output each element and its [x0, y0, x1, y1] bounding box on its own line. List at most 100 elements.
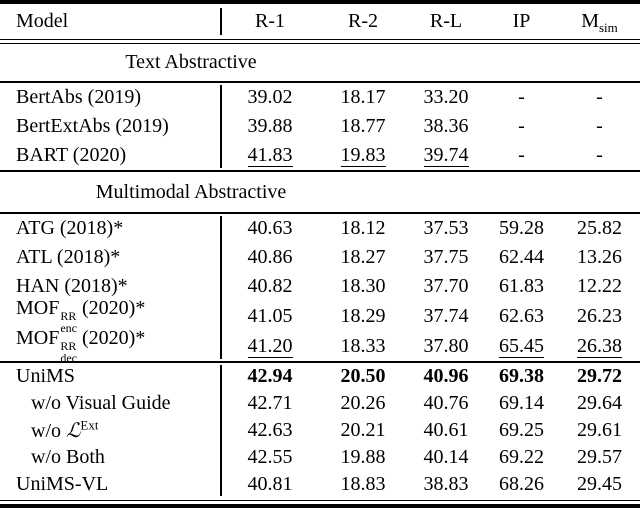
- r2-value: 19.83: [340, 144, 386, 167]
- header-model: Model: [16, 10, 69, 32]
- rl-value: 37.75: [423, 246, 469, 268]
- script-l-symbol: ℒ: [66, 418, 81, 442]
- table-row-wo-both: w/o Both 42.55 19.88 40.14 69.22 29.57: [0, 444, 640, 471]
- model-superscript: Ext: [80, 417, 99, 433]
- table-row-bertabs: BertAbs (2019) 39.02 18.17 33.20 - -: [0, 83, 640, 112]
- r1-value: 41.05: [247, 304, 293, 327]
- model-name: UniMS: [16, 365, 75, 387]
- ip-value: 62.44: [499, 246, 544, 268]
- ip-value: 59.28: [499, 217, 544, 239]
- model-name: MOF RR dec (2020)*: [0, 327, 222, 365]
- table-row-wo-ext-loss: w/o ℒExt 42.63 20.21 40.61 69.25 29.61: [0, 417, 640, 444]
- model-name: HAN (2018)*: [16, 275, 128, 297]
- model-rest: (2020)*: [77, 297, 146, 320]
- model-name: w/o Both: [31, 446, 105, 468]
- model-subscript: enc: [60, 321, 78, 336]
- r2-value: 18.77: [340, 115, 386, 137]
- table-row-unims-vl: UniMS-VL 40.81 18.83 38.83 68.26 29.45: [0, 471, 640, 498]
- section-rule: [0, 81, 640, 83]
- ip-value: 69.22: [499, 446, 544, 468]
- header-r1: R-1: [255, 10, 285, 32]
- r1-value: 40.82: [247, 275, 293, 297]
- ip-value: -: [518, 144, 525, 166]
- r1-value: 40.63: [247, 217, 293, 239]
- rl-value: 37.70: [423, 275, 469, 297]
- msim-value: -: [596, 86, 603, 108]
- msim-value: 29.72: [577, 365, 622, 387]
- model-name: UniMS-VL: [16, 473, 109, 495]
- table-header-row: Model R-1 R-2 R-L IP Msim: [0, 4, 640, 39]
- r1-value: 41.83: [247, 144, 293, 167]
- ip-value: 62.63: [499, 304, 544, 327]
- ip-value: 61.83: [499, 275, 544, 297]
- column-divider: [220, 8, 222, 35]
- rl-value: 39.74: [423, 144, 469, 167]
- msim-value: 29.45: [577, 473, 622, 495]
- model-name: BertExtAbs (2019): [16, 115, 169, 137]
- text-abstractive-rows: BertAbs (2019) 39.02 18.17 33.20 - - Ber…: [0, 83, 640, 170]
- r2-value: 20.21: [340, 419, 386, 441]
- r1-value: 39.88: [247, 115, 293, 137]
- rl-value: 38.36: [423, 115, 469, 137]
- msim-value: 13.26: [577, 246, 622, 268]
- model-name: BART (2020): [16, 144, 127, 166]
- table-row-atl: ATL (2018)* 40.86 18.27 37.75 62.44 13.2…: [0, 243, 640, 272]
- r1-value: 42.55: [247, 446, 293, 468]
- r1-value: 41.20: [247, 334, 293, 358]
- multimodal-abstractive-rows: ATG (2018)* 40.63 18.12 37.53 59.28 25.8…: [0, 214, 640, 364]
- table-top-rule: [0, 0, 640, 4]
- model-rest: (2020)*: [77, 327, 146, 350]
- r1-value: 40.86: [247, 246, 293, 268]
- section-title: Multimodal Abstractive: [95, 180, 287, 203]
- section-rule: [0, 361, 640, 363]
- column-divider: [220, 85, 222, 168]
- table-row-mof-dec: MOF RR dec (2020)* 41.20 18.33 37.80 65.45…: [0, 327, 640, 364]
- table-row-wo-visual-guide: w/o Visual Guide 42.71 20.26 40.76 69.14…: [0, 390, 640, 417]
- msim-value: 26.38: [577, 334, 622, 358]
- column-divider: [220, 216, 222, 359]
- ip-value: 69.25: [499, 419, 544, 441]
- r2-value: 18.83: [340, 473, 386, 495]
- model-name: w/o ℒExt: [0, 418, 222, 443]
- model-superscript: RR: [60, 338, 77, 353]
- model-base: MOF: [16, 327, 60, 350]
- table-row-unims: UniMS 42.94 20.50 40.96 69.38 29.72: [0, 363, 640, 390]
- ip-value: 69.38: [499, 365, 544, 387]
- msim-value: 29.61: [577, 419, 622, 441]
- header-rl: R-L: [429, 10, 463, 32]
- r2-value: 18.33: [340, 334, 386, 357]
- ip-value: 65.45: [499, 334, 544, 358]
- r2-value: 20.26: [340, 392, 386, 414]
- table-bottom-rule-thick: [0, 504, 640, 508]
- header-r2: R-2: [348, 10, 378, 32]
- section-rule: [0, 170, 640, 172]
- msim-value: 25.82: [577, 217, 622, 239]
- table-row-bart: BART (2020) 41.83 19.83 39.74 - -: [0, 141, 640, 170]
- rl-value: 40.96: [423, 365, 469, 387]
- r2-value: 18.30: [340, 275, 386, 297]
- r2-value: 18.27: [340, 246, 386, 268]
- model-name: w/o Visual Guide: [31, 392, 171, 414]
- msim-value: 29.64: [577, 392, 622, 414]
- section-multimodal-abstractive: Multimodal Abstractive: [0, 172, 640, 212]
- rl-value: 38.83: [423, 473, 469, 495]
- msim-value: 26.23: [577, 304, 622, 327]
- table-row-han: HAN (2018)* 40.82 18.30 37.70 61.83 12.2…: [0, 272, 640, 301]
- ip-value: -: [518, 86, 525, 108]
- table-row-mof-enc: MOF RR enc (2020)* 41.05 18.29 37.74 62.63…: [0, 297, 640, 334]
- ip-value: 68.26: [499, 473, 544, 495]
- model-superscript: RR: [60, 308, 77, 323]
- msim-value: -: [596, 144, 603, 166]
- msim-value: 12.22: [577, 275, 622, 297]
- rl-value: 40.14: [423, 446, 469, 468]
- msim-value: -: [596, 115, 603, 137]
- table-row-bertextabs: BertExtAbs (2019) 39.88 18.77 38.36 - -: [0, 112, 640, 141]
- rl-value: 33.20: [423, 86, 469, 108]
- r2-value: 18.12: [340, 217, 386, 239]
- section-title: Text Abstractive: [125, 51, 257, 73]
- r2-value: 19.88: [340, 446, 386, 468]
- msim-subscript: sim: [599, 20, 618, 35]
- table-bottom-rule-thin: [0, 500, 640, 501]
- rl-value: 37.74: [423, 304, 469, 327]
- header-ip: IP: [512, 10, 531, 32]
